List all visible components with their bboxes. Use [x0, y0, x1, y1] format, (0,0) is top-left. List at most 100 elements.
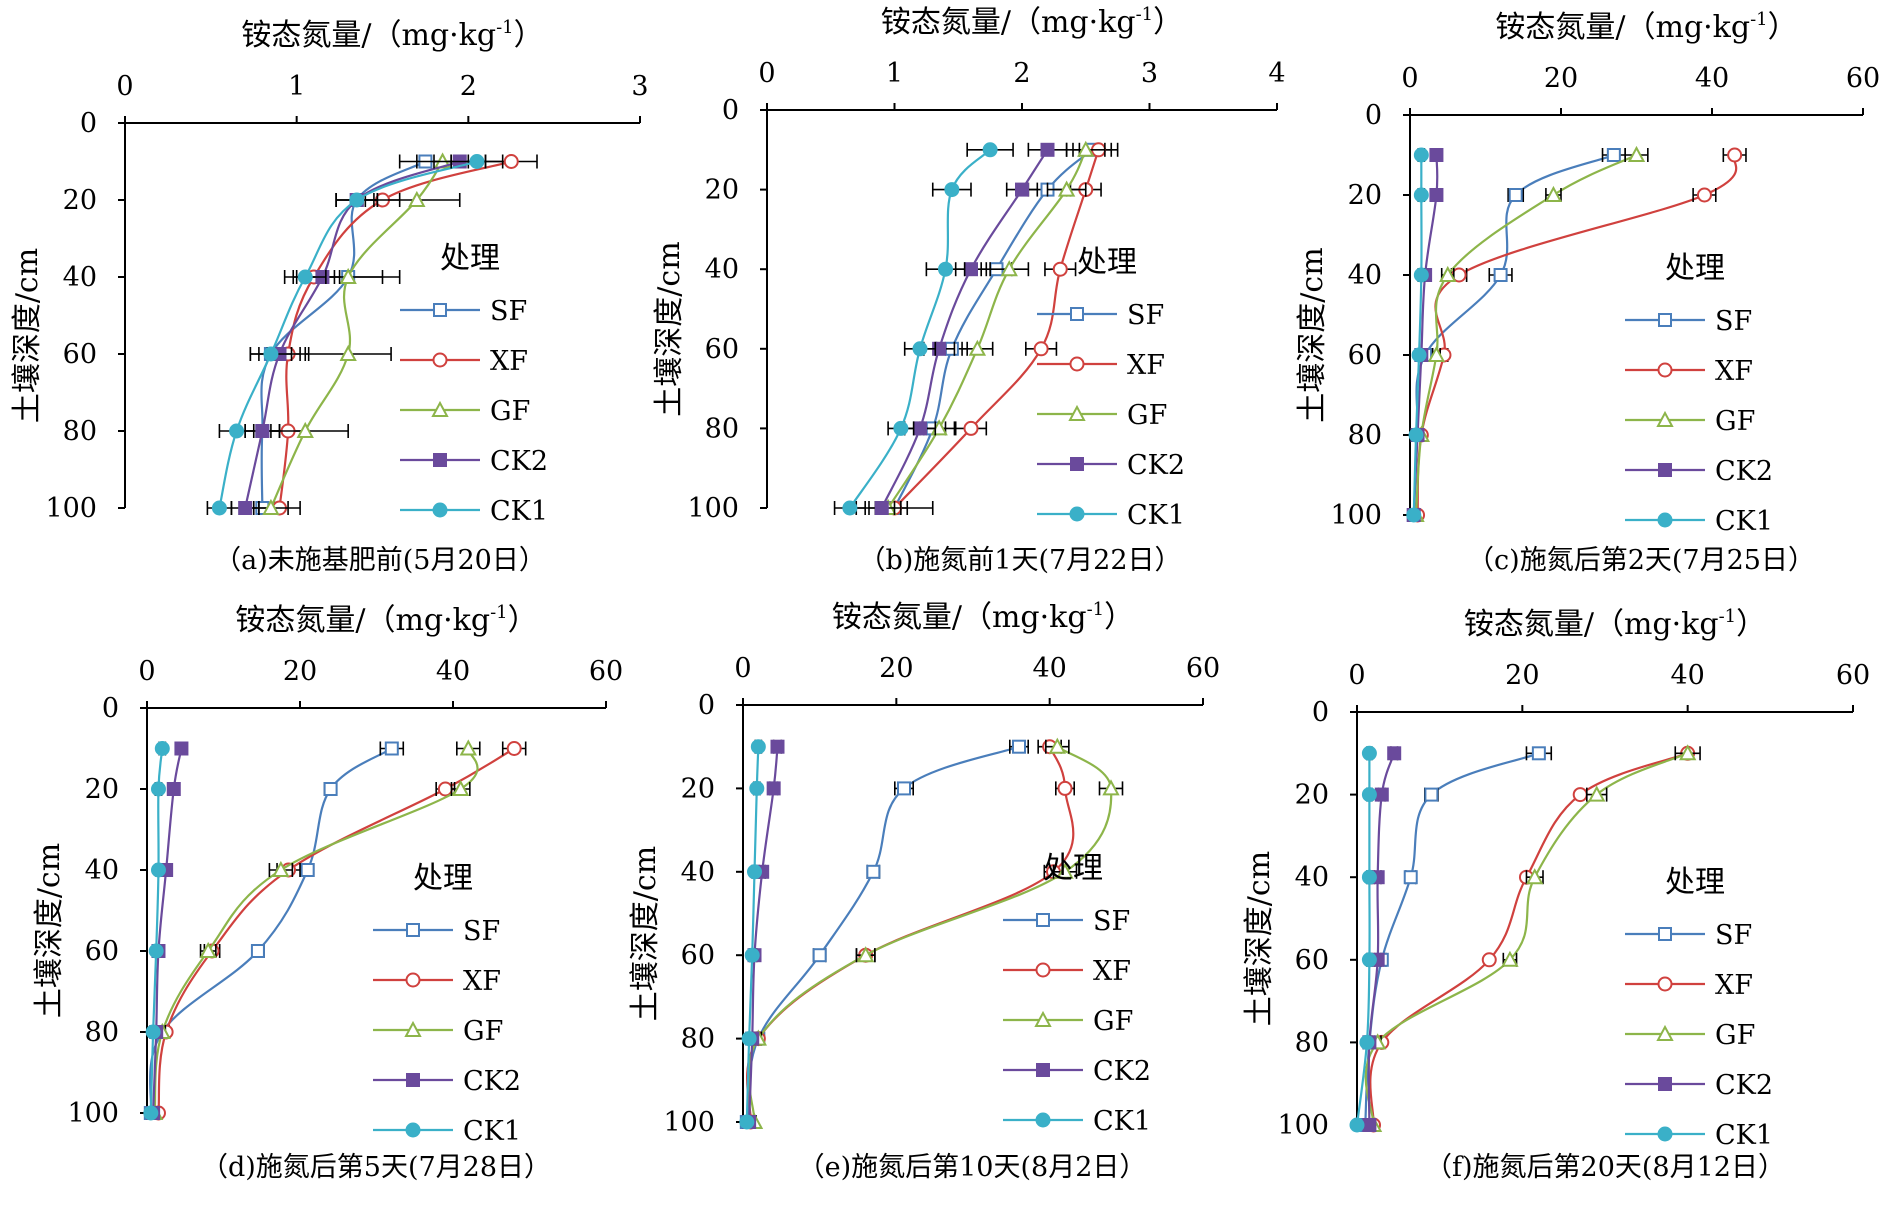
data-point [1501, 950, 1519, 967]
series-gf [1407, 145, 1649, 522]
data-point [1359, 1034, 1375, 1050]
data-point [1427, 345, 1446, 362]
series-line [747, 745, 1113, 1123]
data-point [1349, 1117, 1365, 1133]
data-point [145, 1024, 161, 1040]
legend-marker [1070, 457, 1084, 471]
series-line [1369, 752, 1689, 1126]
data-point [143, 1105, 159, 1121]
x-tick-label: 0 [138, 656, 155, 687]
data-point [503, 154, 519, 169]
y-tick-label: 100 [67, 1098, 119, 1129]
data-point [238, 501, 253, 515]
series-ck1 [143, 741, 170, 1121]
legend-label: SF [490, 296, 527, 327]
legend-marker [1035, 962, 1051, 978]
legend-marker [1036, 913, 1050, 927]
legend: 处理 SF XF GF CK2 CK1 [1625, 865, 1773, 1151]
data-point [469, 154, 485, 169]
x-tick-label: 60 [1836, 660, 1870, 691]
legend-label: GF [490, 396, 530, 427]
data-point [1040, 142, 1055, 157]
data-point [297, 269, 313, 285]
series-ck1 [739, 739, 766, 1130]
data-point [1033, 341, 1049, 357]
data-point [408, 190, 426, 207]
series-line [1364, 752, 1689, 1126]
x-tick-label: 1 [288, 71, 305, 102]
legend-label: XF [1715, 356, 1753, 387]
data-point [1544, 185, 1563, 202]
y-tick-label: 20 [85, 774, 119, 805]
data-point [744, 947, 760, 963]
legend: 处理 SF XF GF CK2 CK1 [1003, 851, 1151, 1137]
legend-title: 处理 [1665, 865, 1725, 900]
panel-caption: （c)施氮后第2天(7月25日） [1467, 545, 1815, 576]
data-point [1588, 785, 1606, 802]
legend-label: CK2 [463, 1066, 521, 1097]
data-point [1429, 148, 1444, 162]
y-tick-label: 40 [681, 857, 715, 888]
y-tick-label: 0 [698, 690, 715, 721]
chart-panel-c: 0 20 40 60 0 20 40 60 80 100 铵态氮量/（mg·kg-1） 土壤深度/cm… [1295, 9, 1880, 576]
series-line [848, 148, 991, 509]
data-point [1057, 780, 1073, 796]
legend-label: XF [490, 346, 528, 377]
y-tick-label: 100 [1277, 1110, 1329, 1141]
series-line [1367, 752, 1396, 1126]
data-point [459, 739, 477, 756]
data-point [913, 421, 927, 436]
data-point [944, 182, 960, 198]
legend-label: CK2 [1715, 1070, 1773, 1101]
legend-marker [1069, 356, 1085, 372]
legend-label: CK1 [1093, 1106, 1151, 1137]
series-xf [1366, 745, 1696, 1133]
y-tick-label: 80 [63, 416, 97, 447]
legend-label: SF [463, 916, 500, 947]
data-point [912, 341, 928, 357]
legend-marker [406, 1073, 420, 1087]
data-point [982, 142, 998, 158]
y-tick-label: 0 [1365, 100, 1382, 131]
panel-caption: （e)施氮后第10天(8月2日） [798, 1152, 1147, 1183]
data-point [174, 741, 189, 756]
y-tick-label: 0 [102, 693, 119, 724]
legend-label: CK1 [1127, 500, 1185, 531]
legend: 处理 SF XF GF CK2 CK1 [1037, 245, 1185, 531]
data-point [148, 943, 164, 959]
legend-label: SF [1127, 300, 1164, 331]
data-point [968, 339, 987, 356]
legend-marker [1035, 1112, 1051, 1128]
x-axis-title: 铵态氮量/（mg·kg-1） [1464, 606, 1766, 642]
data-point [874, 501, 889, 515]
series-sf [739, 739, 1029, 1129]
data-point [1361, 869, 1377, 885]
y-tick-label: 0 [722, 95, 739, 126]
legend-marker [1034, 1010, 1052, 1027]
legend-label: GF [1715, 1020, 1755, 1051]
legend-marker [1068, 404, 1086, 421]
data-point [1572, 787, 1588, 803]
data-point [300, 863, 315, 877]
data-point [964, 262, 978, 277]
series-line [278, 160, 512, 509]
y-tick-label: 100 [687, 493, 739, 524]
data-point [1411, 347, 1427, 363]
legend-label: CK1 [490, 496, 548, 527]
data-point [451, 779, 470, 796]
legend-label: CK2 [1715, 456, 1773, 487]
series-ck1 [1349, 745, 1377, 1133]
data-point [229, 423, 245, 439]
legend-marker [404, 1020, 422, 1037]
legend-label: CK1 [463, 1116, 521, 1147]
data-point [250, 944, 265, 958]
panel-caption: （d)施氮后第5天(7月28日） [201, 1152, 551, 1183]
y-tick-label: 80 [1295, 1027, 1329, 1058]
data-point [1052, 261, 1068, 277]
x-axis-title: 铵态氮量/（mg·kg-1） [235, 602, 537, 638]
data-point [1387, 746, 1402, 761]
data-point [339, 344, 357, 361]
data-point [211, 500, 227, 516]
